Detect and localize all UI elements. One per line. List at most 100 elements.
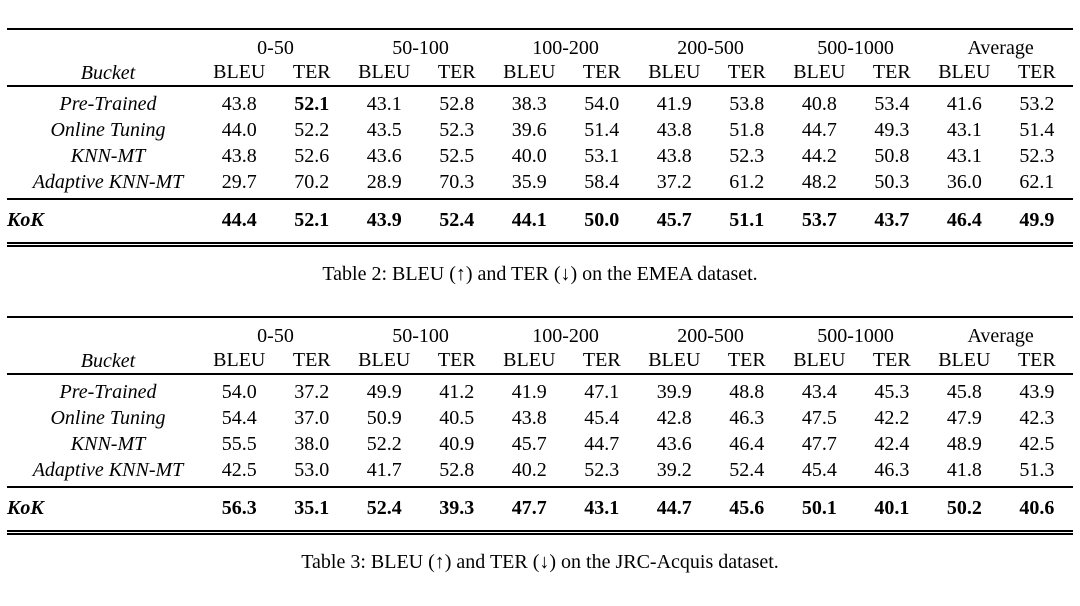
metric-header: TER — [420, 348, 494, 375]
score-cell: 54.4 — [221, 406, 257, 429]
score-cell: 47.7 — [801, 432, 837, 455]
table-row: Pre-Trained 43.8 52.1 43.1 52.8 38.3 54.0 41.9 5… — [7, 86, 1073, 117]
bucket-range-row: Bucket 0-50 50-100 100-200 200-500 500-1000 Av… — [7, 317, 1073, 375]
score-cell: 45.4 — [783, 457, 856, 488]
table-section-emea: Bucket 0-50 50-100 100-200 200-500 500-1000 Av… — [7, 28, 1074, 286]
score-cell: 43.6 — [656, 432, 692, 455]
bucket-range-row: Bucket 0-50 50-100 100-200 200-500 500-1000 Av… — [7, 29, 1073, 87]
score-cell: 47.9 — [946, 406, 982, 429]
score-cell: 39.3 — [439, 497, 475, 519]
summary-row: KoK 44.4 52.1 43.9 52.4 44.1 50.0 45.7 51.1 53.7 4… — [7, 199, 1073, 245]
score-cell: 51.1 — [729, 209, 765, 231]
score-cell: 50.3 — [855, 169, 929, 200]
score-cell: 49.9 — [1019, 209, 1055, 231]
bucket-range-header: 100-200 — [532, 37, 599, 59]
metric-header: BLEU — [203, 348, 276, 375]
score-cell: 39.2 — [638, 457, 711, 488]
score-cell: 54.0 — [221, 380, 257, 403]
score-cell: 52.4 — [710, 457, 784, 488]
score-cell: 53.7 — [801, 209, 837, 231]
score-cell: 50.9 — [366, 406, 402, 429]
score-cell: 43.8 — [221, 144, 257, 167]
metric-header: BLEU — [493, 348, 566, 375]
bucket-range-header: 200-500 — [677, 37, 744, 59]
bucket-range-header: 500-1000 — [817, 325, 894, 347]
metric-header: TER — [710, 348, 784, 375]
score-cell: 62.1 — [1000, 169, 1074, 200]
bucket-header: Bucket — [7, 317, 203, 375]
results-table: Bucket 0-50 50-100 100-200 200-500 500-1000 Av… — [7, 316, 1074, 535]
score-cell: 43.1 — [584, 497, 620, 519]
score-cell: 47.1 — [584, 380, 620, 403]
model-name: Pre-Trained — [59, 92, 157, 115]
model-name: KNN-MT — [70, 432, 146, 455]
table-caption: Table 2: BLEU (↑) and TER (↓) on the EME… — [322, 263, 758, 285]
score-cell: 49.9 — [366, 380, 402, 403]
score-cell: 35.1 — [294, 497, 330, 519]
metric-header: TER — [855, 348, 929, 375]
score-cell: 49.3 — [874, 118, 910, 141]
score-cell: 43.7 — [874, 209, 910, 231]
score-cell: 41.6 — [946, 92, 982, 115]
score-cell: 48.8 — [729, 380, 765, 403]
score-cell: 52.3 — [729, 144, 765, 167]
score-cell: 53.2 — [1019, 92, 1055, 115]
score-cell: 54.0 — [584, 92, 620, 115]
model-name: Online Tuning — [50, 118, 166, 141]
score-cell: 52.6 — [294, 144, 330, 167]
score-cell: 55.5 — [221, 432, 257, 455]
score-cell: 45.3 — [874, 380, 910, 403]
score-cell: 42.8 — [656, 406, 692, 429]
bucket-range-header: 500-1000 — [817, 37, 894, 59]
table-section-jrc-acquis: Bucket 0-50 50-100 100-200 200-500 500-1000 Av… — [7, 316, 1074, 574]
score-cell: 46.4 — [946, 209, 982, 231]
score-cell: 43.5 — [366, 118, 402, 141]
metric-header: BLEU — [493, 60, 566, 87]
metric-header: BLEU — [638, 348, 711, 375]
metric-header: BLEU — [348, 60, 421, 87]
metric-header: TER — [565, 348, 639, 375]
score-cell: 46.3 — [729, 406, 765, 429]
score-cell: 70.2 — [275, 169, 349, 200]
metric-header: BLEU — [783, 348, 856, 375]
metric-header: TER — [1000, 348, 1074, 375]
model-name: Pre-Trained — [59, 380, 157, 403]
score-cell: 37.0 — [294, 406, 330, 429]
table-row: Adaptive KNN-MT 29.7 70.2 28.9 70.3 35.9 58.4 3… — [7, 169, 1074, 200]
score-cell: 53.1 — [584, 144, 620, 167]
bucket-range-header: 50-100 — [392, 37, 449, 59]
table-row: Adaptive KNN-MT 42.5 53.0 41.7 52.8 40.2 52.3 3… — [7, 457, 1074, 488]
score-cell: 43.9 — [1019, 380, 1055, 403]
score-cell: 42.3 — [1019, 406, 1055, 429]
score-cell: 43.8 — [511, 406, 547, 429]
score-cell: 40.2 — [493, 457, 566, 488]
bucket-range-header: 50-100 — [392, 325, 449, 347]
score-cell: 61.2 — [710, 169, 784, 200]
score-cell: 45.7 — [656, 209, 692, 231]
score-cell: 48.9 — [946, 432, 982, 455]
score-cell: 42.2 — [874, 406, 910, 429]
table-row: Online Tuning 44.0 52.2 43.5 52.3 39.6 51.4 43.… — [7, 117, 1073, 143]
bucket-range-header: Average — [967, 37, 1034, 59]
score-cell: 42.5 — [1019, 432, 1055, 455]
score-cell: 43.9 — [366, 209, 402, 231]
score-cell: 44.7 — [584, 432, 620, 455]
score-cell: 44.7 — [801, 118, 837, 141]
score-cell: 39.6 — [511, 118, 547, 141]
score-cell: 52.2 — [294, 118, 330, 141]
score-cell: 53.4 — [874, 92, 910, 115]
score-cell: 52.3 — [565, 457, 639, 488]
score-cell: 43.8 — [221, 92, 257, 115]
score-cell: 52.8 — [420, 457, 494, 488]
score-cell: 51.4 — [584, 118, 620, 141]
model-name: KNN-MT — [70, 144, 146, 167]
metric-header: TER — [420, 60, 494, 87]
score-cell: 41.9 — [511, 380, 547, 403]
score-cell: 58.4 — [565, 169, 639, 200]
metric-header: TER — [855, 60, 929, 87]
score-cell: 52.3 — [439, 118, 475, 141]
score-cell: 47.7 — [511, 497, 547, 519]
score-cell: 50.8 — [874, 144, 910, 167]
metric-header: BLEU — [348, 348, 421, 375]
table-caption: Table 3: BLEU (↑) and TER (↓) on the JRC… — [301, 551, 779, 573]
